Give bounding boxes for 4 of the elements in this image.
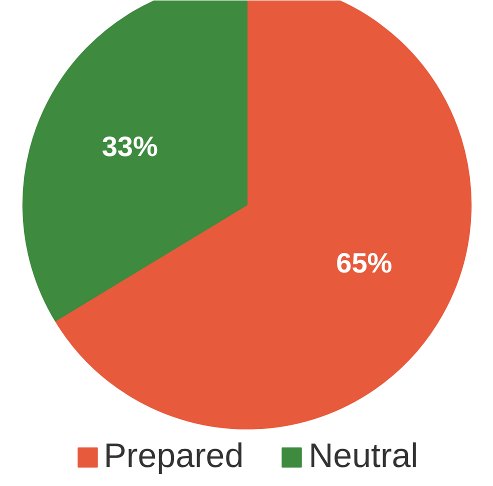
data-label: 33%	[102, 130, 158, 162]
legend-label: Prepared	[104, 437, 244, 476]
data-label: 65%	[336, 248, 392, 279]
legend-label: Neutral	[308, 437, 418, 476]
